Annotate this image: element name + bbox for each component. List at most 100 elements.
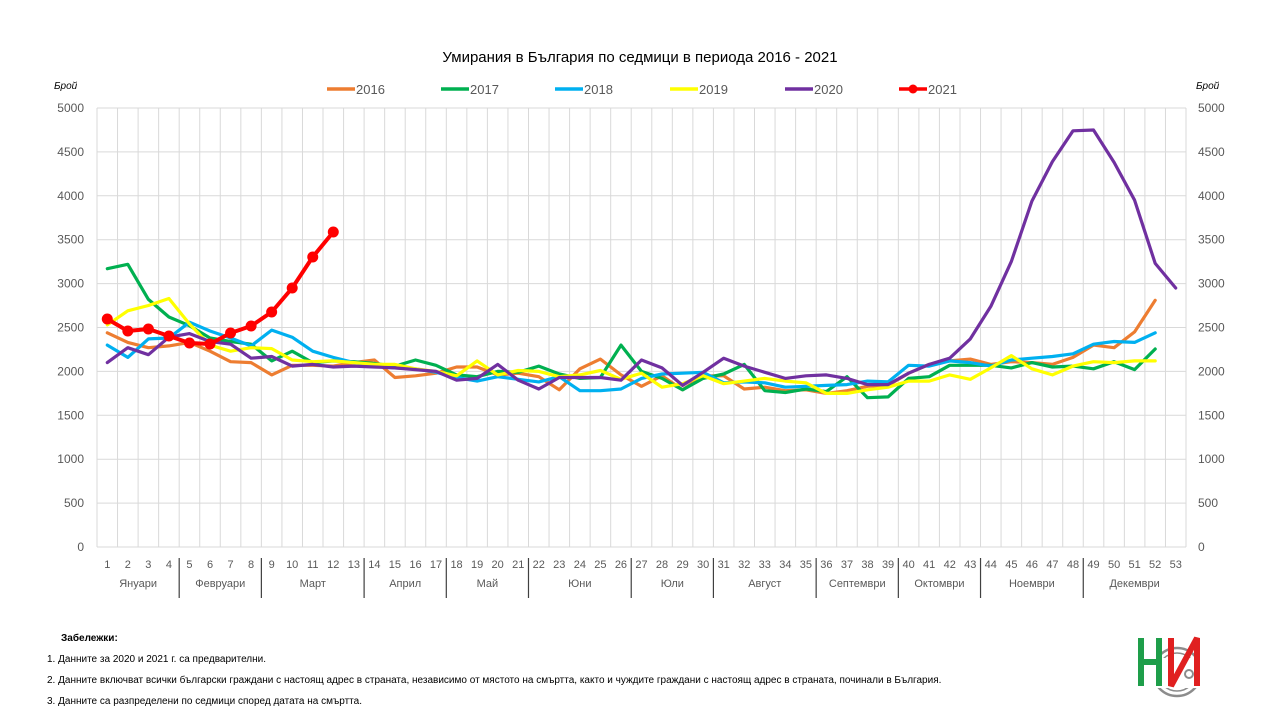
legend-label-2017: 2017 bbox=[470, 82, 499, 97]
data-point-2021 bbox=[245, 320, 257, 332]
y-tick-label-right: 3000 bbox=[1198, 277, 1225, 291]
x-tick-label: 19 bbox=[471, 559, 483, 571]
month-label: Ноември bbox=[1009, 578, 1055, 590]
x-tick-label: 33 bbox=[759, 559, 771, 571]
series-lines bbox=[101, 128, 1178, 400]
y-tick-label-right: 2500 bbox=[1198, 321, 1225, 335]
y-tick-label-left: 2500 bbox=[57, 321, 84, 335]
month-label: Април bbox=[389, 578, 421, 590]
x-tick-label: 37 bbox=[841, 559, 853, 571]
chart-title: Умирания в България по седмици в периода… bbox=[442, 49, 837, 66]
month-label: Март bbox=[300, 578, 326, 590]
series-2019 bbox=[105, 296, 1157, 395]
note-1: 1. Данните за 2020 и 2021 г. са предвари… bbox=[47, 654, 267, 665]
legend-label-2021: 2021 bbox=[928, 82, 957, 97]
x-tick-label: 7 bbox=[227, 559, 233, 571]
x-tick-label: 5 bbox=[186, 559, 192, 571]
notes-heading: Забележки: bbox=[61, 633, 118, 644]
x-tick-label: 11 bbox=[307, 559, 318, 571]
series-line-2019 bbox=[105, 296, 1157, 395]
y-tick-label-right: 4500 bbox=[1198, 145, 1225, 159]
month-label: Юни bbox=[568, 578, 591, 590]
y-axis-label-left: Брой bbox=[54, 81, 78, 92]
x-tick-label: 38 bbox=[861, 559, 873, 571]
y-tick-label-right: 0 bbox=[1198, 540, 1205, 554]
x-tick-label: 32 bbox=[738, 559, 750, 571]
data-point-2021 bbox=[225, 327, 237, 339]
data-point-2021 bbox=[307, 251, 319, 263]
data-point-2021 bbox=[183, 337, 195, 349]
y-tick-label-right: 5000 bbox=[1198, 101, 1225, 115]
x-tick-label: 8 bbox=[248, 559, 254, 571]
legend-label-2016: 2016 bbox=[356, 82, 385, 97]
x-tick-label: 6 bbox=[207, 559, 213, 571]
x-tick-label: 2 bbox=[125, 559, 131, 571]
x-tick-label: 24 bbox=[574, 559, 586, 571]
month-label: Септември bbox=[829, 578, 886, 590]
x-tick-label: 14 bbox=[368, 559, 380, 571]
x-tick-label: 20 bbox=[492, 559, 504, 571]
x-tick-label: 34 bbox=[779, 559, 791, 571]
x-tick-label: 42 bbox=[944, 559, 956, 571]
y-tick-label-left: 3500 bbox=[57, 233, 84, 247]
y-axis-label-right: Брой bbox=[1196, 81, 1220, 92]
month-label: Май bbox=[477, 578, 499, 590]
month-label: Февруари bbox=[195, 578, 245, 590]
y-tick-label-left: 2000 bbox=[57, 364, 84, 378]
y-tick-label-left: 1000 bbox=[57, 452, 84, 466]
x-tick-label: 25 bbox=[594, 559, 606, 571]
x-tick-label: 31 bbox=[718, 559, 730, 571]
y-tick-label-left: 4500 bbox=[57, 145, 84, 159]
y-tick-label-right: 500 bbox=[1198, 496, 1218, 510]
x-tick-label: 39 bbox=[882, 559, 894, 571]
logo-letter-n bbox=[1138, 638, 1162, 686]
series-2016 bbox=[105, 298, 1157, 395]
logo-dot bbox=[1184, 669, 1194, 679]
data-point-2021 bbox=[163, 330, 175, 342]
x-tick-label: 1 bbox=[104, 559, 110, 571]
series-line-2016 bbox=[105, 298, 1157, 395]
y-tick-label-left: 3000 bbox=[57, 277, 84, 291]
x-tick-label: 27 bbox=[635, 559, 647, 571]
deaths-line-chart: Умирания в България по седмици в периода… bbox=[54, 49, 1225, 598]
month-labels: Януари Февруари Март Април Май Юни Юли Август Се… bbox=[119, 558, 1160, 598]
x-tick-label: 51 bbox=[1129, 559, 1141, 571]
x-tick-label: 21 bbox=[512, 559, 524, 571]
x-tick-label: 50 bbox=[1108, 559, 1120, 571]
series-2020 bbox=[105, 128, 1178, 391]
x-tick-label: 18 bbox=[450, 559, 462, 571]
y-tick-label-left: 4000 bbox=[57, 189, 84, 203]
x-tick-label: 45 bbox=[1005, 559, 1017, 571]
note-3: 3. Данните са разпределени по седмици сп… bbox=[47, 696, 362, 707]
x-tick-label: 30 bbox=[697, 559, 709, 571]
x-tick-label: 22 bbox=[533, 559, 545, 571]
series-line-2018 bbox=[105, 320, 1157, 393]
x-tick-label: 29 bbox=[676, 559, 688, 571]
grid bbox=[96, 107, 1187, 548]
y-tick-label-left: 500 bbox=[64, 496, 84, 510]
x-tick-label: 4 bbox=[166, 559, 172, 571]
y-tick-label-left: 5000 bbox=[57, 101, 84, 115]
legend-label-2019: 2019 bbox=[699, 82, 728, 97]
x-tick-label: 47 bbox=[1046, 559, 1058, 571]
x-tick-label: 52 bbox=[1149, 559, 1161, 571]
x-tick-label: 53 bbox=[1170, 559, 1182, 571]
data-point-2021 bbox=[142, 323, 154, 335]
y-tick-label-right: 4000 bbox=[1198, 189, 1225, 203]
series-2021 bbox=[101, 226, 339, 350]
legend-marker-2021 bbox=[908, 84, 918, 94]
month-label: Октомври bbox=[914, 578, 964, 590]
x-tick-label: 28 bbox=[656, 559, 668, 571]
month-label: Декември bbox=[1109, 578, 1159, 590]
x-tick-label: 26 bbox=[615, 559, 627, 571]
month-label: Юли bbox=[661, 578, 684, 590]
y-ticks-right: 0 500 1000 1500 2000 2500 3000 3500 4000 4500 5000 bbox=[1198, 101, 1225, 554]
x-tick-label: 44 bbox=[985, 559, 997, 571]
x-tick-label: 10 bbox=[286, 559, 298, 571]
y-ticks-left: 0 500 1000 1500 2000 2500 3000 3500 4000 4500 5000 bbox=[57, 101, 84, 554]
month-label: Януари bbox=[119, 578, 157, 590]
x-tick-label: 46 bbox=[1026, 559, 1038, 571]
data-point-2021 bbox=[266, 306, 278, 318]
data-point-2021 bbox=[122, 325, 134, 337]
y-tick-label-right: 2000 bbox=[1198, 364, 1225, 378]
